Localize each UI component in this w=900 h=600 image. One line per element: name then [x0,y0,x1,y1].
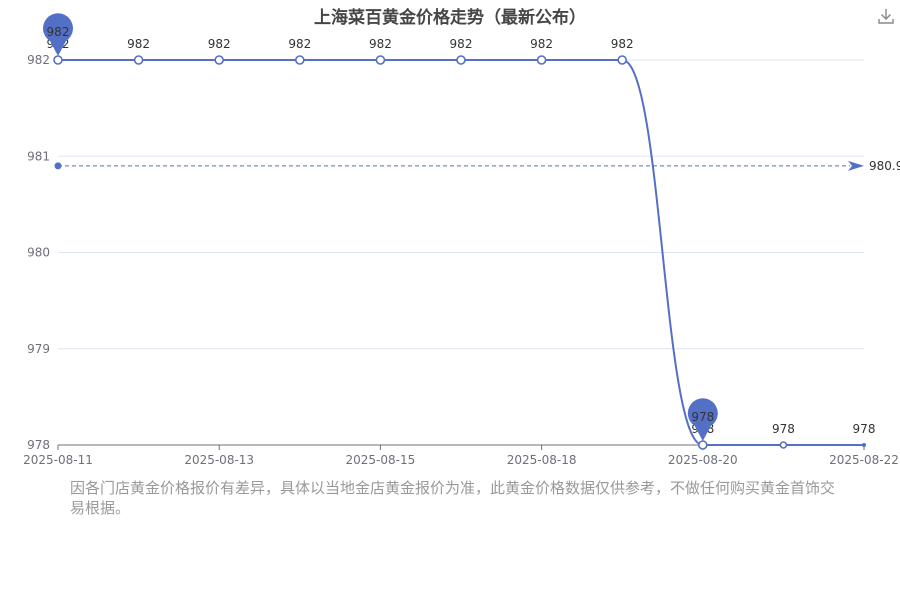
x-tick-label: 2025-08-22 [829,453,899,467]
data-point [375,55,386,65]
download-icon [878,9,894,24]
data-label: 982 [530,37,553,51]
data-point [294,55,305,65]
data-point [456,55,466,65]
x-tick-label: 2025-08-13 [184,453,254,467]
data-label: 978 [853,422,876,436]
data-label: 982 [611,37,634,51]
x-tick-label: 2025-08-11 [23,453,93,467]
series-line [58,58,864,447]
average-line-label: 980.9 [869,159,900,173]
y-tick-label: 979 [27,342,50,356]
download-button[interactable] [876,6,896,26]
average-line-arrow [848,160,864,171]
data-point [133,55,144,65]
data-point [862,443,866,447]
x-tick-label: 2025-08-20 [668,453,738,467]
line-chart: 978 979 980 981 982 2025-08-11 2025-08-13 2025-… [23,13,900,467]
max-marker [43,13,73,56]
y-tick-label: 982 [27,53,50,67]
data-point [779,441,788,449]
min-marker-label: 978 [691,410,714,424]
data-point [536,55,547,65]
data-point [617,55,628,65]
y-tick-label: 980 [27,246,50,260]
data-label: 982 [369,37,392,51]
data-point [214,55,224,65]
data-label: 978 [772,422,795,436]
chart-title: 上海菜百黄金价格走势（最新公布） [314,8,586,28]
disclaimer-note: 因各门店黄金价格报价有差异，具体以当地金店黄金报价为准，此黄金价格数据仅供参考，… [70,479,836,517]
data-label: 982 [127,37,150,51]
data-label: 982 [208,37,231,51]
x-tick-label: 2025-08-15 [346,453,416,467]
data-label: 982 [450,37,473,51]
max-marker-label: 982 [47,25,70,39]
x-tick-label: 2025-08-18 [507,453,577,467]
y-tick-label: 978 [27,438,50,452]
data-label: 982 [288,37,311,51]
min-marker [687,398,718,441]
data-point [697,440,708,450]
y-tick-label: 981 [27,149,50,163]
data-point [53,55,63,65]
